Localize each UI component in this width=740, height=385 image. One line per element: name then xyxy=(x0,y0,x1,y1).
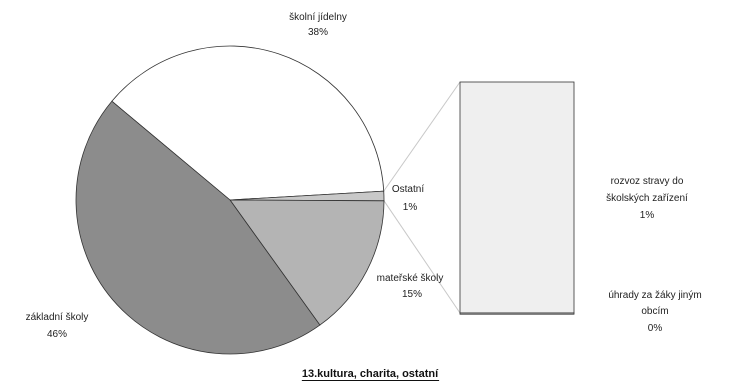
breakout-label-uhrady-line2: obcím xyxy=(641,306,668,317)
pie-slice-zakladni-skoly xyxy=(75,100,321,355)
breakout-label-rozvoz-line1: rozvoz stravy do xyxy=(611,176,684,187)
breakout-value-rozvoz: 1% xyxy=(640,210,655,221)
breakout-label-uhrady-line1: úhrady za žáky jiným xyxy=(608,290,701,301)
connector-line-top xyxy=(383,81,461,192)
breakout-value-uhrady: 0% xyxy=(648,323,663,334)
pie-slice-skolni-jidelny xyxy=(111,45,385,201)
slice-value-skolni-jidelny: 38% xyxy=(308,27,328,38)
slice-label-zakladni-skoly: základní školy xyxy=(26,312,89,323)
slice-label-skolni-jidelny: školní jídelny xyxy=(289,12,347,23)
slice-label-ostatni: Ostatní xyxy=(392,184,424,195)
breakout-segment-uhrady-za-zaky-jinym-obcim xyxy=(459,312,575,315)
breakout-bar xyxy=(459,81,575,315)
pie-slices xyxy=(75,45,385,355)
slice-value-ostatni: 1% xyxy=(403,202,418,213)
slice-value-materske-skoly: 15% xyxy=(402,289,422,300)
breakout-segment-rozvoz-stravy-do-skolskych-zarizeni xyxy=(459,81,575,314)
slice-value-zakladni-skoly: 46% xyxy=(47,329,67,340)
breakout-connector-lines xyxy=(383,81,461,314)
pie-slice-materske-skoly xyxy=(229,199,385,326)
chart-title: 13.kultura, charita, ostatní xyxy=(302,368,439,380)
breakout-label-rozvoz-line2: školských zařízení xyxy=(606,193,688,204)
slice-label-materske-skoly: mateřské školy xyxy=(377,273,444,284)
connector-line-bottom xyxy=(383,200,461,314)
